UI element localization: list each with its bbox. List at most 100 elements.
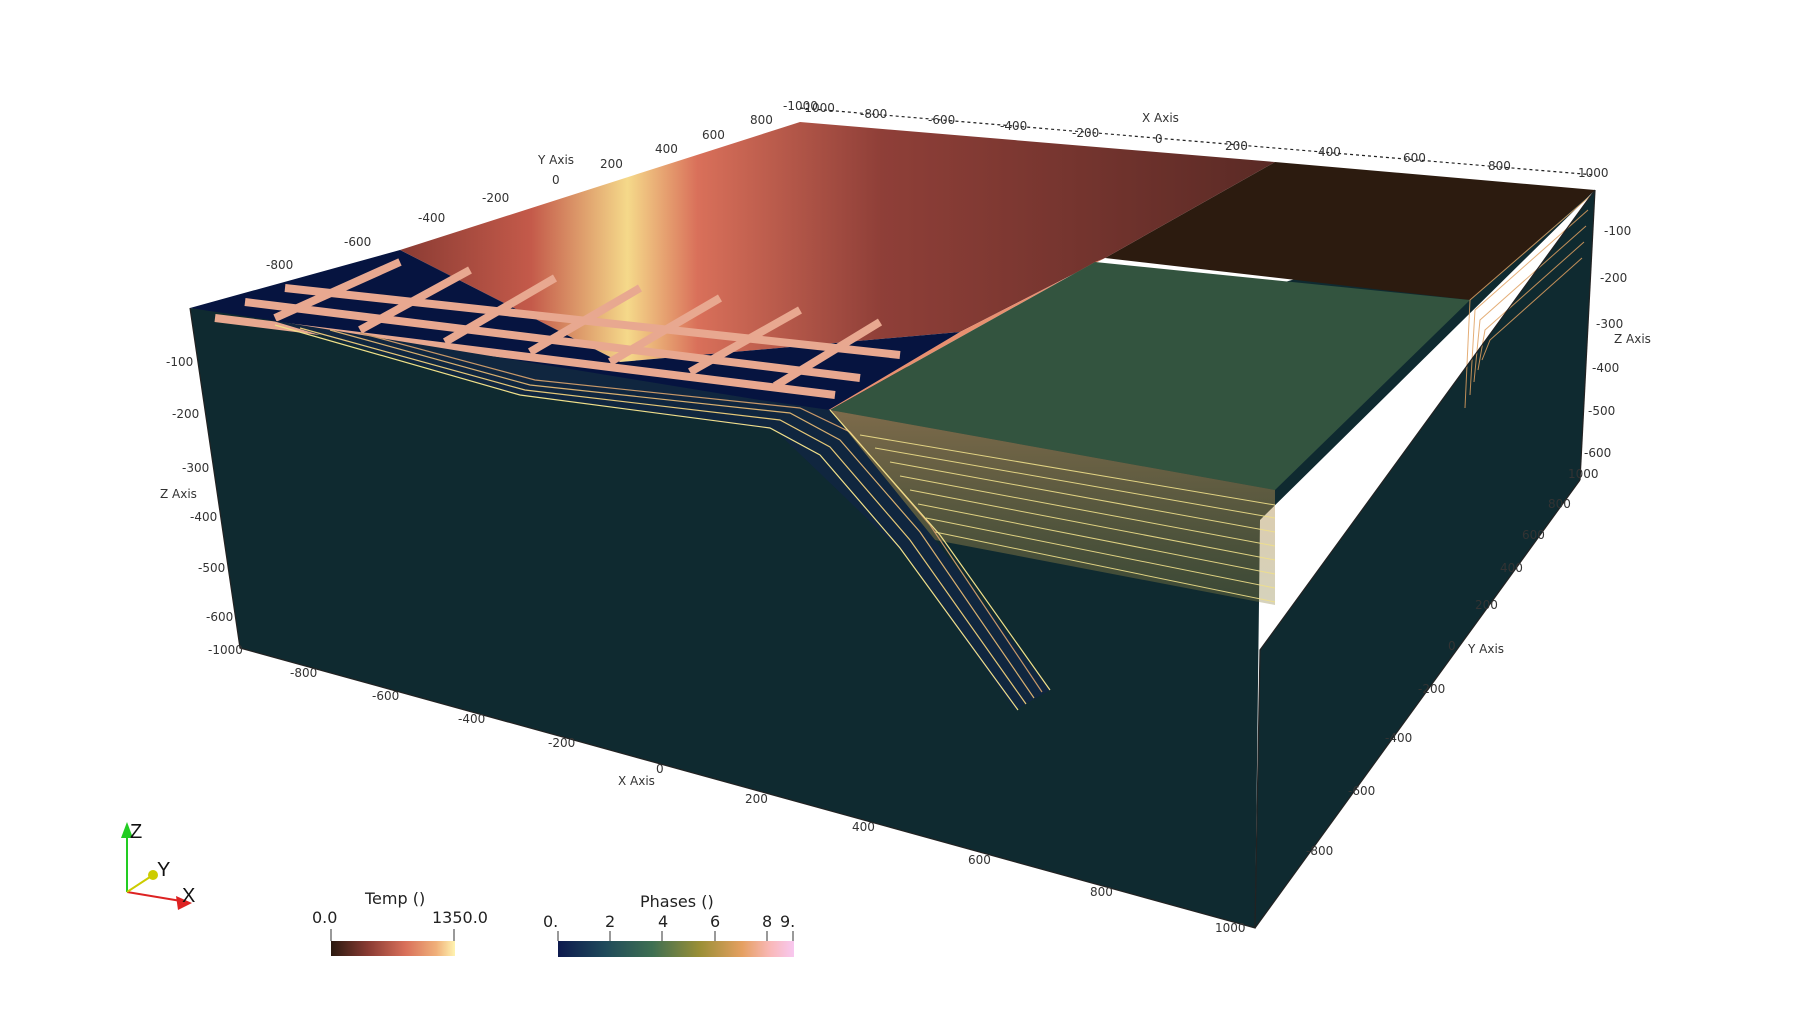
- right-z-tick: -200: [1600, 271, 1627, 285]
- right-z-tick: -400: [1592, 361, 1619, 375]
- top-y-tick: 400: [655, 142, 678, 156]
- front-x-tick: 800: [1090, 885, 1113, 899]
- left-z-tick: -1000: [208, 643, 243, 657]
- top-y-tick: 600: [702, 128, 725, 142]
- phases-tick: 2: [605, 912, 615, 931]
- top-x-tick: 0: [1155, 132, 1163, 146]
- top-x-tick: 800: [1488, 159, 1511, 173]
- top-x-axis: -1000 -800 -600 -400 -200 0 200 400 600 …: [800, 101, 1609, 180]
- phases-colorbar-gradient: [558, 941, 794, 957]
- y-axis-label: Y: [157, 859, 170, 881]
- temp-colorbar-gradient: [331, 941, 455, 956]
- right-z-tick: -500: [1588, 404, 1615, 418]
- top-y-tick: -600: [344, 235, 371, 249]
- front-x-tick: 1000: [1215, 921, 1246, 935]
- top-x-tick: -200: [1072, 126, 1099, 140]
- right-y-tick: 200: [1475, 598, 1498, 612]
- phases-colorbar: Phases () 0. 2 4 6 8 9.: [543, 892, 795, 957]
- orientation-axes-widget[interactable]: Z X Y: [121, 821, 195, 910]
- y-axis-dot: [148, 870, 158, 880]
- top-x-tick: 600: [1403, 151, 1426, 165]
- z-arrow-head: [121, 822, 133, 838]
- trench-strip: [815, 258, 1105, 418]
- top-dark-region: [1105, 162, 1595, 300]
- top-y-tick: 800: [750, 113, 773, 127]
- top-x-tick: -400: [1000, 119, 1027, 133]
- front-x-tick: 400: [852, 820, 875, 834]
- right-y-axis-title: Y Axis: [1467, 642, 1504, 656]
- right-edge-contours: [1464, 195, 1591, 409]
- continental-layers: [830, 410, 1275, 605]
- left-z-tick: -400: [190, 510, 217, 524]
- front-x-tick: 600: [968, 853, 991, 867]
- front-x-axis-title: X Axis: [618, 774, 655, 788]
- phases-tick: 9.: [780, 912, 795, 931]
- y-axis-arrow: [126, 874, 154, 893]
- model-box: [189, 107, 1596, 929]
- right-y-axis: 1000 800 600 400 200 0 -200 -400 -600 -8…: [1306, 467, 1599, 858]
- right-z-axis-title: Z Axis: [1614, 332, 1651, 346]
- slab-contours: [274, 324, 1051, 711]
- top-y-tick: -800: [266, 258, 293, 272]
- left-z-tick: -300: [182, 461, 209, 475]
- top-x-axis-title: X Axis: [1142, 111, 1179, 125]
- right-y-tick: 600: [1522, 528, 1545, 542]
- z-axis-label: Z: [130, 821, 142, 843]
- phases-tick: 0.: [543, 912, 558, 931]
- box-edges: [189, 107, 1596, 929]
- left-z-tick: -100: [166, 355, 193, 369]
- x-axis-label: X: [182, 885, 195, 907]
- oceanic-plate-surface: [190, 250, 960, 420]
- continental-plate-surface: [830, 262, 1470, 490]
- top-x-tick: -800: [860, 107, 887, 121]
- top-y-tick: 0: [552, 173, 560, 187]
- phases-colorbar-title: Phases (): [640, 892, 714, 911]
- oceanic-plate-grid: [214, 258, 901, 399]
- subducting-slab: [270, 320, 1050, 710]
- right-y-tick: -800: [1306, 844, 1333, 858]
- right-y-tick: 0: [1448, 639, 1456, 653]
- top-y-tick: -400: [418, 211, 445, 225]
- left-z-tick: -600: [206, 610, 233, 624]
- right-face: [1255, 190, 1595, 928]
- front-x-tick: -800: [290, 666, 317, 680]
- left-z-tick: -500: [198, 561, 225, 575]
- right-z-tick: -600: [1584, 446, 1611, 460]
- right-y-tick: 400: [1500, 561, 1523, 575]
- temp-colorbar-min: 0.0: [312, 908, 337, 927]
- front-x-tick: 0: [656, 762, 664, 776]
- phases-tick: 8: [762, 912, 772, 931]
- temp-colorbar-title: Temp (): [364, 889, 425, 908]
- phases-tick: 6: [710, 912, 720, 931]
- front-x-tick: -400: [458, 712, 485, 726]
- left-z-axis: -100 -200 -300 -400 -500 -600 -1000 Z Ax…: [160, 355, 243, 657]
- right-y-tick: -200: [1418, 682, 1445, 696]
- front-x-axis: -800 -600 -400 -200 0 200 400 600 800 10…: [290, 666, 1246, 935]
- right-z-axis: -100 -200 -300 -400 -500 -600 Z Axis: [1584, 224, 1651, 460]
- top-y-axis: 800 600 400 200 0 -200 -400 -600 -800 Y …: [266, 113, 773, 272]
- top-x-tick: 200: [1225, 139, 1248, 153]
- right-y-tick: 1000: [1568, 467, 1599, 481]
- top-y-axis-title: Y Axis: [537, 153, 574, 167]
- continental-contours: [859, 434, 1276, 603]
- temp-colorbar-max: 1350.0: [432, 908, 488, 927]
- front-x-tick: 200: [745, 792, 768, 806]
- top-x-tick: -1000: [800, 101, 835, 115]
- left-z-axis-title: Z Axis: [160, 487, 197, 501]
- top-x-tick: -600: [928, 113, 955, 127]
- right-y-tick: -600: [1348, 784, 1375, 798]
- right-z-tick: -100: [1604, 224, 1631, 238]
- right-y-tick: 800: [1548, 497, 1571, 511]
- top-y-tick: -200: [482, 191, 509, 205]
- right-y-tick: -400: [1385, 731, 1412, 745]
- right-z-tick: -300: [1596, 317, 1623, 331]
- left-z-tick: -200: [172, 407, 199, 421]
- top-x-tick: 400: [1318, 145, 1341, 159]
- top-y-tick: 200: [600, 157, 623, 171]
- front-x-tick: -200: [548, 736, 575, 750]
- phases-tick: 4: [658, 912, 668, 931]
- x-arrow-head: [176, 896, 192, 910]
- front-x-tick: -600: [372, 689, 399, 703]
- temp-colorbar: Temp () 0.0 1350.0: [312, 889, 488, 956]
